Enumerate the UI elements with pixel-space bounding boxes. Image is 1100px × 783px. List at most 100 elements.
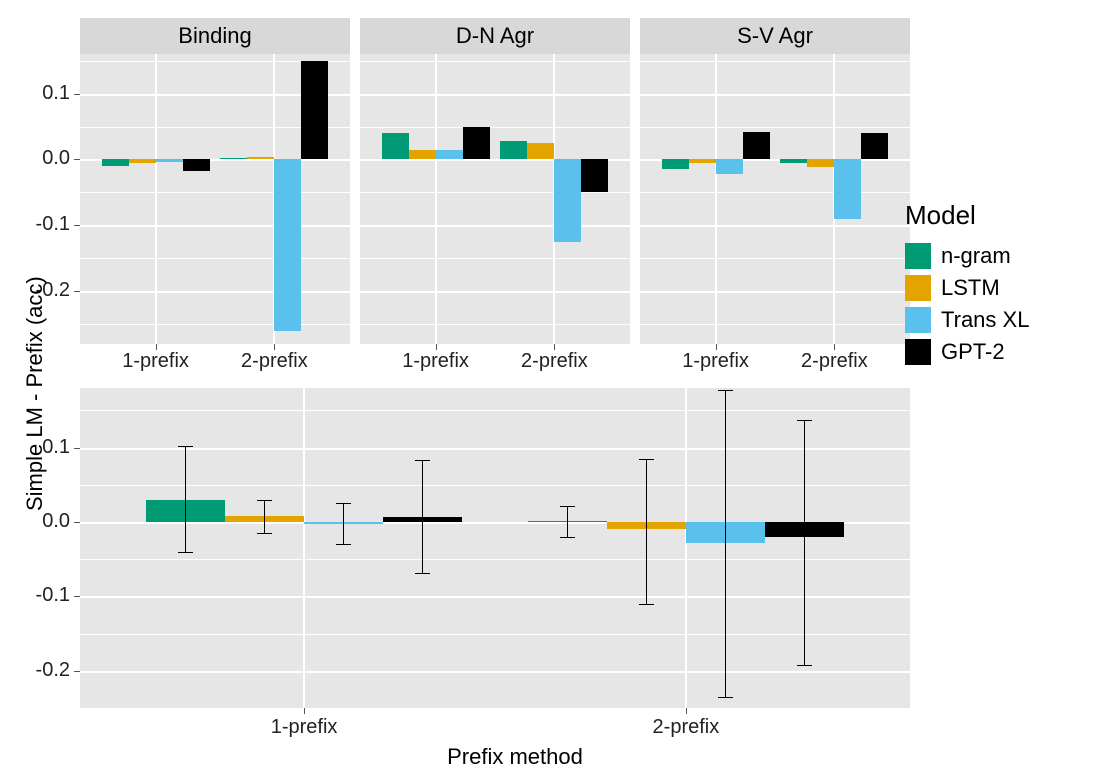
errorbar-line <box>646 459 647 604</box>
y-tick-label-bottom: 0.0 <box>10 510 70 533</box>
gridline-minor <box>360 61 630 62</box>
errorbar-cap <box>718 697 733 698</box>
bar <box>716 159 743 174</box>
bar <box>527 143 554 159</box>
gridline-minor <box>640 61 910 62</box>
x-tick-top <box>274 344 275 350</box>
bar <box>301 61 328 160</box>
gridline-minor <box>640 324 910 325</box>
errorbar-line <box>185 446 186 552</box>
gridline-minor <box>80 324 350 325</box>
gridline-v <box>715 54 717 344</box>
legend-label: LSTM <box>941 275 1000 301</box>
legend-item: GPT-2 <box>905 339 1029 365</box>
y-tick-bottom <box>74 522 80 523</box>
gridline-minor <box>80 634 910 635</box>
bar <box>662 159 689 169</box>
bar <box>554 159 581 241</box>
gridline-minor <box>360 127 630 128</box>
bar <box>743 132 770 160</box>
x-tick-top <box>834 344 835 350</box>
bar <box>436 150 463 160</box>
gridline-minor <box>360 324 630 325</box>
gridline-v <box>435 54 437 344</box>
errorbar-cap <box>415 573 430 574</box>
x-tick-label-top: 1-prefix <box>391 350 481 373</box>
x-tick-bottom <box>304 708 305 714</box>
gridline-major <box>80 596 910 598</box>
gridline-major <box>640 225 910 227</box>
errorbar-cap <box>178 446 193 447</box>
gridline-major <box>640 291 910 293</box>
errorbar-cap <box>639 459 654 460</box>
gridline-v <box>685 388 687 708</box>
errorbar-cap <box>560 506 575 507</box>
y-tick-bottom <box>74 671 80 672</box>
bar <box>689 159 716 163</box>
bar <box>834 159 861 218</box>
bar <box>463 127 490 160</box>
legend: Model n-gram LSTM Trans XL GPT-2 <box>905 200 1029 371</box>
legend-label: GPT-2 <box>941 339 1005 365</box>
errorbar-line <box>567 506 568 537</box>
errorbar-line <box>804 420 805 665</box>
y-tick-label-bottom: -0.2 <box>10 659 70 682</box>
errorbar-cap <box>560 537 575 538</box>
bar <box>183 159 210 171</box>
legend-key <box>905 243 931 269</box>
y-tick-bottom <box>74 448 80 449</box>
x-tick-top <box>156 344 157 350</box>
bar <box>156 159 183 162</box>
gridline-major <box>80 225 350 227</box>
gridline-major <box>360 225 630 227</box>
errorbar-cap <box>718 390 733 391</box>
y-tick-label-top: 0.1 <box>10 82 70 105</box>
gridline-minor <box>80 258 350 259</box>
errorbar-cap <box>336 503 351 504</box>
gridline-minor <box>80 485 910 486</box>
x-tick-label-top: 1-prefix <box>111 350 201 373</box>
y-tick-bottom <box>74 596 80 597</box>
legend-label: Trans XL <box>941 307 1029 333</box>
errorbar-line <box>264 500 265 533</box>
x-tick-label-bottom: 1-prefix <box>259 716 349 739</box>
legend-title: Model <box>905 200 1029 231</box>
bar <box>409 150 436 160</box>
facet-panel-top <box>360 54 630 344</box>
facet-header: S-V Agr <box>640 18 910 54</box>
panel-bottom <box>80 388 910 708</box>
bar <box>382 133 409 159</box>
facet-panel-top <box>640 54 910 344</box>
figure: -0.2-0.10.00.1Binding1-prefix2-prefixD-N… <box>0 0 1100 783</box>
gridline-minor <box>80 192 350 193</box>
gridline-minor <box>80 410 910 411</box>
bar <box>581 159 608 192</box>
bar <box>220 158 247 159</box>
bar <box>274 159 301 330</box>
gridline-major <box>80 291 350 293</box>
errorbar-line <box>343 503 344 545</box>
gridline-major <box>80 671 910 673</box>
y-axis-title: Simple LM - Prefix (acc) <box>22 211 48 511</box>
gridline-minor <box>80 559 910 560</box>
legend-label: n-gram <box>941 243 1011 269</box>
bar <box>807 159 834 167</box>
gridline-major <box>80 448 910 450</box>
errorbar-line <box>422 460 423 572</box>
errorbar-cap <box>257 500 272 501</box>
x-tick-top <box>716 344 717 350</box>
legend-key <box>905 339 931 365</box>
facet-header: Binding <box>80 18 350 54</box>
x-tick-bottom <box>686 708 687 714</box>
errorbar-cap <box>797 665 812 666</box>
bar <box>861 133 888 159</box>
legend-item: n-gram <box>905 243 1029 269</box>
gridline-v <box>155 54 157 344</box>
x-tick-label-top: 2-prefix <box>789 350 879 373</box>
legend-item: LSTM <box>905 275 1029 301</box>
gridline-minor <box>640 192 910 193</box>
x-tick-label-top: 1-prefix <box>671 350 761 373</box>
errorbar-cap <box>336 544 351 545</box>
bar <box>129 159 156 163</box>
x-tick-label-bottom: 2-prefix <box>641 716 731 739</box>
